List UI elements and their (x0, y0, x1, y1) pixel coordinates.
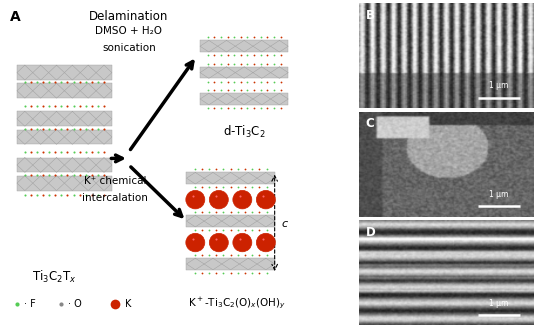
Circle shape (186, 233, 205, 252)
Text: 1 μm: 1 μm (489, 299, 509, 308)
Text: A: A (10, 10, 21, 24)
Polygon shape (17, 83, 112, 98)
Text: · F: · F (23, 299, 35, 309)
Polygon shape (200, 40, 288, 52)
Text: K: K (125, 299, 132, 309)
Circle shape (233, 233, 252, 252)
Circle shape (256, 190, 276, 209)
Circle shape (209, 233, 229, 252)
Polygon shape (17, 111, 112, 126)
Text: C: C (366, 117, 375, 130)
Text: intercalation: intercalation (82, 193, 148, 203)
Text: 1 μm: 1 μm (489, 190, 509, 199)
Circle shape (209, 190, 229, 209)
Text: sonication: sonication (102, 43, 156, 53)
Polygon shape (17, 129, 112, 144)
Text: DMSO + H₂O: DMSO + H₂O (96, 26, 162, 36)
Polygon shape (186, 258, 274, 270)
Circle shape (256, 233, 276, 252)
Polygon shape (200, 93, 288, 105)
Text: c: c (281, 219, 288, 229)
Polygon shape (17, 157, 112, 172)
Circle shape (233, 190, 252, 209)
Text: K$^+$-Ti$_3$C$_2$(O)$_x$(OH)$_y$: K$^+$-Ti$_3$C$_2$(O)$_x$(OH)$_y$ (189, 296, 286, 311)
Text: d-Ti$_3$C$_2$: d-Ti$_3$C$_2$ (223, 124, 265, 140)
Circle shape (186, 190, 205, 209)
Polygon shape (200, 67, 288, 78)
Text: Ti$_3$C$_2$T$_x$: Ti$_3$C$_2$T$_x$ (32, 269, 76, 285)
Text: 1 μm: 1 μm (489, 82, 509, 90)
Polygon shape (186, 172, 274, 184)
Polygon shape (17, 176, 112, 190)
Polygon shape (186, 215, 274, 227)
Polygon shape (17, 65, 112, 80)
Text: D: D (366, 226, 375, 239)
Text: K⁺ chemical: K⁺ chemical (84, 177, 146, 186)
Text: · O: · O (68, 299, 82, 309)
Text: Delamination: Delamination (89, 10, 169, 23)
Text: B: B (366, 9, 375, 21)
